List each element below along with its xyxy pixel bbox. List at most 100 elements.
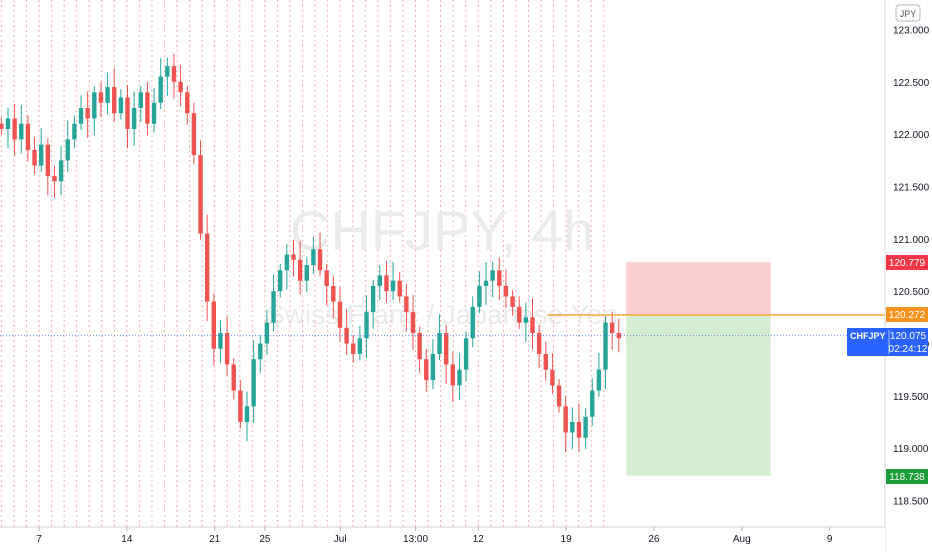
price-axis-bg[interactable] — [885, 0, 932, 550]
candle-body — [12, 118, 17, 140]
candle-body — [523, 317, 529, 323]
currency-badge-label: JPY — [900, 9, 917, 19]
take-profit-tag — [886, 469, 928, 484]
candle-body — [517, 306, 522, 323]
bar-countdown: 02:24:12 — [889, 344, 928, 355]
candle-body — [251, 359, 256, 407]
candle-body — [550, 369, 555, 386]
currency-badge-box[interactable] — [895, 4, 921, 22]
time-axis-bg[interactable] — [0, 527, 885, 550]
price-axis-label: 122.000 — [893, 130, 930, 141]
time-axis-label: 13:00 — [403, 534, 428, 545]
candle-body — [0, 123, 4, 129]
candle-body — [185, 92, 190, 114]
stop-loss-tag — [886, 255, 928, 270]
candle-body — [118, 97, 124, 114]
candle-body — [324, 270, 329, 286]
candle-body — [470, 306, 475, 339]
take-profit-zone — [626, 315, 771, 476]
candle-body — [218, 333, 223, 349]
candle-body — [410, 312, 416, 334]
price-axis-label: 121.500 — [893, 183, 930, 194]
candle-body — [58, 160, 64, 182]
candle-body — [105, 87, 110, 103]
candle-body — [198, 155, 203, 234]
candle-body — [131, 108, 137, 129]
candle-body — [390, 280, 396, 292]
candle-body — [477, 285, 482, 307]
candle-body — [158, 76, 163, 103]
candle-body — [603, 322, 608, 370]
candle-body — [92, 92, 97, 119]
price-tags: 120.779 120.272 CHFJPY 120.075 02:24:12 … — [847, 255, 928, 484]
entry-price: 120.272 — [889, 310, 926, 321]
price-axis-label: 120.500 — [893, 287, 930, 298]
candle-body — [52, 176, 57, 182]
entry-tag — [886, 307, 928, 322]
stop-loss-zone — [626, 261, 771, 316]
candle-body — [238, 390, 243, 422]
time-axis-labels: 7 14 21 25 Jul 13:00 12 19 26 Aug 9 — [36, 527, 833, 545]
candle-body — [556, 385, 562, 407]
candle-body — [364, 312, 369, 339]
candle-body — [563, 406, 568, 433]
candle-body — [596, 369, 602, 391]
candle-body — [450, 364, 456, 386]
candle-body — [543, 353, 548, 370]
candle-body — [331, 285, 336, 302]
candle-body — [271, 291, 276, 323]
time-axis-label: 12 — [473, 534, 485, 545]
session-gridlines — [0, 0, 605, 527]
current-symbol: CHFJPY — [850, 331, 886, 341]
candle-body — [457, 369, 462, 386]
candle-body — [370, 285, 376, 313]
candle-body — [78, 108, 84, 124]
time-axis-label: 7 — [36, 534, 42, 545]
candle-body — [151, 102, 157, 124]
candle-body — [490, 270, 495, 281]
candle-body — [211, 301, 217, 349]
candle-body — [483, 280, 489, 286]
position-zones[interactable] — [626, 261, 771, 476]
candle-body — [178, 81, 183, 93]
candle-body — [311, 249, 316, 265]
candle-body — [291, 254, 296, 260]
currency-badge[interactable]: JPY — [895, 4, 921, 22]
candle-body — [297, 259, 303, 281]
candle-body — [344, 327, 349, 344]
candle-body — [437, 333, 442, 354]
candles — [0, 53, 622, 452]
candle-body — [25, 123, 31, 150]
time-axis-label: 21 — [209, 534, 221, 545]
price-axis-label: 121.000 — [893, 235, 930, 246]
price-axis-label: 119.500 — [893, 392, 929, 403]
candle-body — [204, 233, 210, 302]
candle-body — [536, 333, 542, 354]
candle-body — [503, 285, 509, 297]
candle-body — [430, 353, 436, 381]
candle-body — [258, 343, 263, 360]
price-axis-label: 122.500 — [893, 78, 930, 89]
candle-body — [125, 97, 130, 129]
candle-body — [424, 359, 429, 381]
time-axis-label: Jul — [334, 534, 347, 545]
candle-body — [32, 149, 37, 166]
candle-body — [304, 265, 309, 281]
candle-body — [583, 416, 588, 438]
take-profit-price: 118.738 — [889, 472, 925, 483]
candle-body — [443, 333, 449, 365]
candle-body — [497, 270, 502, 286]
candle-body — [510, 296, 515, 307]
candle-body — [609, 322, 615, 334]
candle-body — [357, 338, 363, 354]
candle-body — [19, 123, 24, 140]
candle-body — [5, 118, 11, 129]
candle-body — [112, 87, 117, 114]
current-price: 120.075 — [890, 331, 927, 342]
candle-body — [171, 66, 177, 82]
candle-body — [417, 333, 422, 360]
stop-loss-price: 120.779 — [889, 258, 926, 269]
